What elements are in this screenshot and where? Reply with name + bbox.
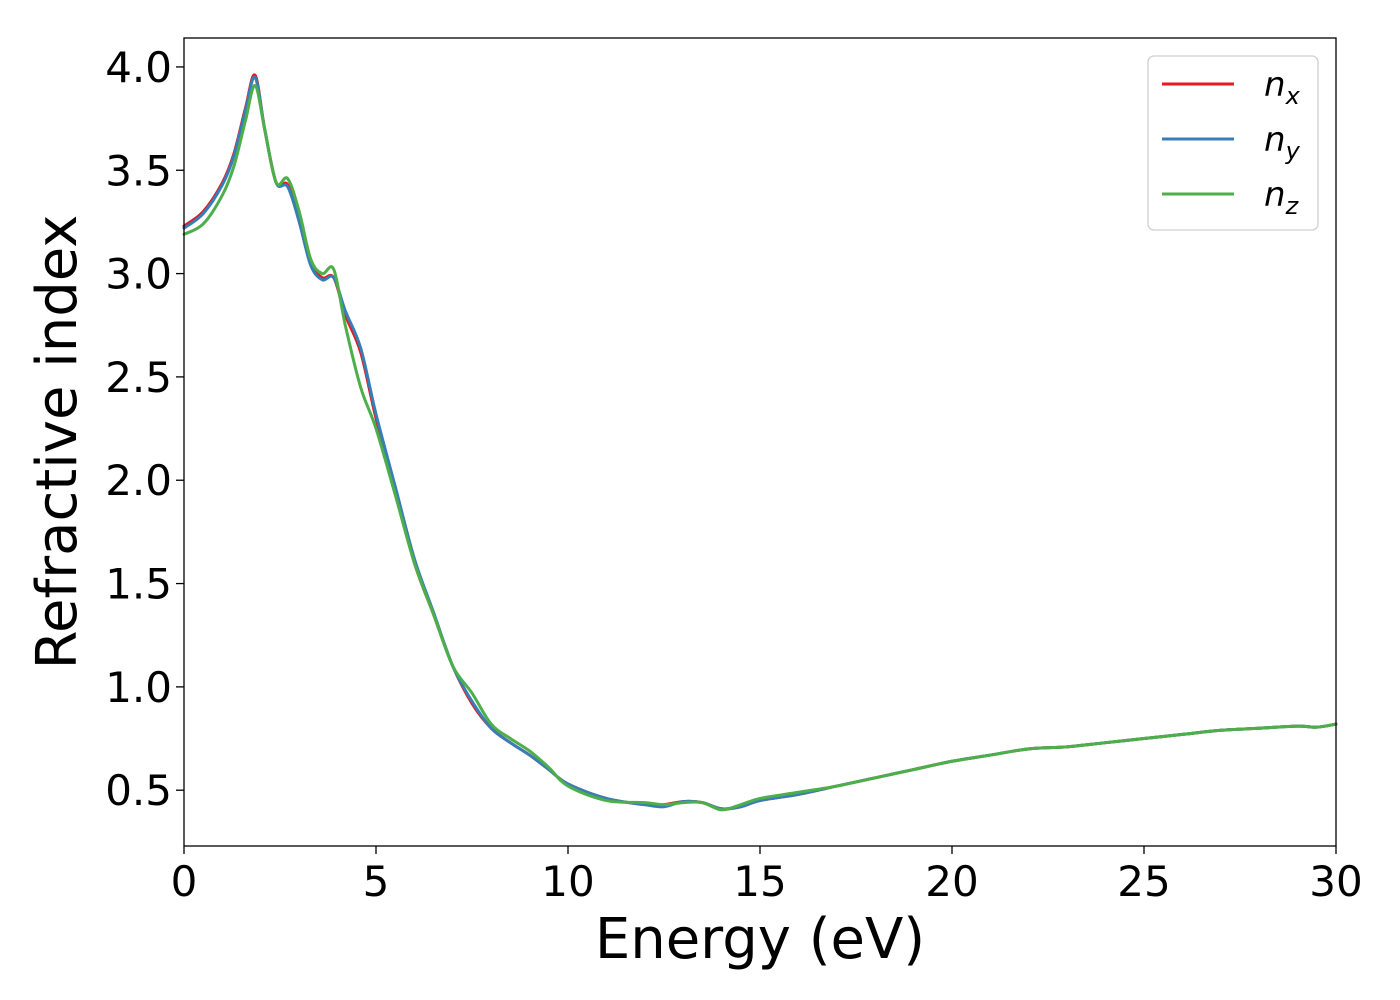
y-tick-label: 1.5: [105, 560, 172, 609]
x-tick-label: 20: [925, 857, 978, 906]
y-tick-label: 3.0: [105, 250, 172, 299]
x-tick-label: 25: [1117, 857, 1170, 906]
y-axis-title: Refractive index: [25, 215, 90, 670]
legend: nx ny nz: [1147, 55, 1319, 231]
y-tick-label: 2.5: [105, 353, 172, 402]
x-tick-label: 0: [171, 857, 198, 906]
x-axis-title: Energy (eV): [595, 907, 925, 972]
x-tick-label: 5: [363, 857, 390, 906]
series-line-n-z: [182, 84, 1338, 812]
legend-label-n-z: nz: [1264, 175, 1300, 220]
legend-label-n-y: ny: [1264, 120, 1301, 165]
legend-label-n-x: nx: [1264, 65, 1301, 110]
y-tick-label: 1.0: [105, 663, 172, 712]
series-layer: [182, 73, 1338, 812]
x-axis-ticks: 0 5 10 15 20 25 30: [171, 846, 1363, 906]
y-tick-label: 2.0: [105, 456, 172, 505]
y-tick-label: 0.5: [105, 766, 172, 815]
y-tick-label: 3.5: [105, 146, 172, 195]
y-tick-label: 4.0: [105, 43, 172, 92]
x-tick-label: 15: [733, 857, 786, 906]
y-axis-ticks: 0.5 1.0 1.5 2.0 2.5 3.0 3.5 4.0: [105, 43, 184, 815]
legend-box: [1147, 55, 1319, 231]
plot-background: [184, 38, 1336, 846]
x-tick-label: 30: [1309, 857, 1362, 906]
x-tick-label: 10: [541, 857, 594, 906]
